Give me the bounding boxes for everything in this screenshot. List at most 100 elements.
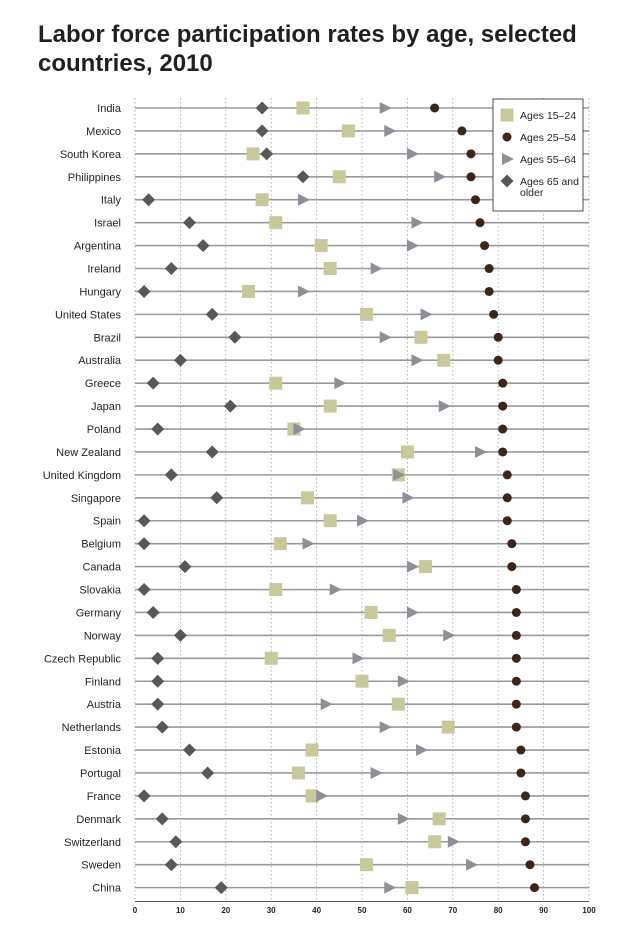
category-label: Denmark <box>76 814 121 826</box>
marker-ages-55-64 <box>402 491 415 504</box>
marker-ages-65-and-older <box>155 720 169 734</box>
marker-ages-65-and-older <box>260 147 274 161</box>
marker-ages-55-64 <box>320 698 333 711</box>
marker-ages-25-54 <box>480 241 490 251</box>
marker-ages-55-64 <box>443 629 456 642</box>
marker-ages-65-and-older <box>164 858 178 872</box>
marker-ages-15-24 <box>269 583 283 597</box>
category-label: Argentina <box>74 241 122 253</box>
category-label: Hungary <box>79 286 121 298</box>
marker-ages-15-24 <box>419 560 433 574</box>
category-label: Ireland <box>87 264 121 276</box>
x-tick-label: 40 <box>312 906 321 915</box>
marker-ages-55-64 <box>334 377 347 390</box>
marker-ages-65-and-older <box>205 445 219 459</box>
marker-ages-65-and-older <box>201 766 215 780</box>
marker-ages-15-24 <box>255 193 269 207</box>
marker-ages-55-64 <box>416 744 429 757</box>
category-label: Mexico <box>86 126 121 138</box>
chart-title: Labor force participation rates by age, … <box>38 21 577 77</box>
marker-ages-65-and-older <box>146 376 160 390</box>
marker-ages-15-24 <box>246 147 260 161</box>
category-label: Switzerland <box>64 837 121 849</box>
marker-ages-25-54 <box>484 264 494 274</box>
category-label: Finland <box>85 676 121 688</box>
marker-ages-65-and-older <box>151 422 165 436</box>
marker-ages-55-64 <box>406 239 419 252</box>
marker-ages-65-and-older <box>255 124 269 138</box>
category-label: Canada <box>82 562 121 574</box>
marker-ages-25-54 <box>502 493 512 503</box>
marker-ages-15-24 <box>273 537 287 551</box>
legend-marker-ages-15-24 <box>500 108 514 122</box>
marker-ages-55-64 <box>293 423 306 436</box>
category-label: Estonia <box>84 745 122 757</box>
marker-ages-65-and-older <box>151 697 165 711</box>
category-label: Singapore <box>71 493 121 505</box>
marker-ages-15-24 <box>305 789 319 803</box>
legend-marker-ages-65-and-older <box>500 174 514 188</box>
category-label: Australia <box>78 355 122 367</box>
x-tick-label: 0 <box>133 906 138 915</box>
marker-ages-25-54 <box>502 470 512 480</box>
marker-ages-65-and-older <box>137 583 151 597</box>
marker-ages-25-54 <box>516 768 526 778</box>
marker-ages-15-24 <box>291 766 305 780</box>
category-label: Israel <box>94 218 121 230</box>
category-label: Belgium <box>81 539 121 551</box>
marker-ages-15-24 <box>360 307 374 321</box>
marker-ages-15-24 <box>400 445 414 459</box>
marker-ages-55-64 <box>297 193 310 206</box>
marker-ages-15-24 <box>332 170 346 184</box>
x-tick-label: 70 <box>448 906 457 915</box>
marker-ages-65-and-older <box>137 537 151 551</box>
marker-ages-25-54 <box>430 103 440 113</box>
category-label: India <box>97 103 122 115</box>
category-label: Austria <box>87 699 122 711</box>
marker-ages-15-24 <box>314 239 328 253</box>
marker-ages-15-24 <box>405 881 419 895</box>
marker-ages-25-54 <box>484 286 494 296</box>
category-label: Poland <box>87 424 121 436</box>
marker-ages-25-54 <box>489 309 499 319</box>
x-tick-label: 20 <box>221 906 230 915</box>
marker-ages-25-54 <box>493 355 503 365</box>
category-label: Germany <box>76 607 122 619</box>
marker-ages-65-and-older <box>137 514 151 528</box>
marker-ages-25-54 <box>498 378 508 388</box>
category-label: Czech Republic <box>44 653 122 665</box>
marker-ages-65-and-older <box>146 605 160 619</box>
marker-ages-15-24 <box>269 376 283 390</box>
marker-ages-25-54 <box>507 562 517 572</box>
marker-ages-55-64 <box>434 170 447 183</box>
marker-ages-25-54 <box>511 630 521 640</box>
category-label: New Zealand <box>56 447 121 459</box>
marker-ages-25-54 <box>475 218 485 228</box>
marker-ages-55-64 <box>379 102 392 114</box>
marker-ages-25-54 <box>520 837 530 847</box>
legend-marker-ages-25-54 <box>502 132 512 142</box>
x-tick-label: 100 <box>582 906 596 915</box>
marker-ages-65-and-older <box>137 789 151 803</box>
marker-ages-25-54 <box>457 126 467 136</box>
marker-ages-15-24 <box>301 491 315 505</box>
marker-ages-55-64 <box>393 468 406 481</box>
category-label: Greece <box>85 378 121 390</box>
marker-ages-55-64 <box>406 560 419 573</box>
marker-ages-25-54 <box>511 722 521 732</box>
legend-marker-ages-55-64 <box>502 153 514 165</box>
marker-ages-65-and-older <box>223 399 237 413</box>
marker-ages-55-64 <box>397 812 410 825</box>
category-label: Philippines <box>68 172 122 184</box>
marker-ages-15-24 <box>441 720 455 734</box>
marker-ages-15-24 <box>269 216 283 230</box>
marker-ages-65-and-older <box>196 239 210 253</box>
marker-ages-65-and-older <box>151 651 165 665</box>
marker-ages-55-64 <box>411 354 424 367</box>
x-tick-label: 80 <box>494 906 503 915</box>
marker-ages-55-64 <box>357 514 369 527</box>
marker-ages-15-24 <box>305 743 319 757</box>
marker-ages-55-64 <box>420 308 433 321</box>
marker-ages-65-and-older <box>205 307 219 321</box>
marker-ages-55-64 <box>384 881 397 894</box>
